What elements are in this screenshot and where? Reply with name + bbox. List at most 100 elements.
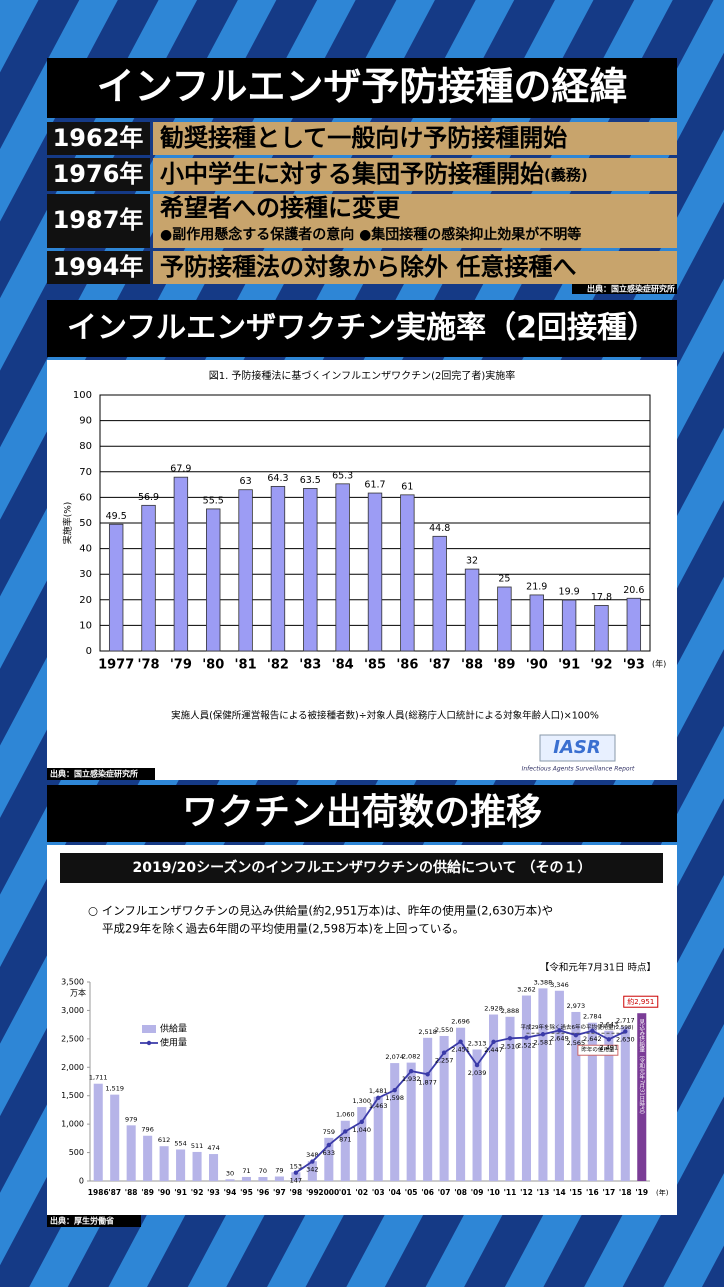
line-marker	[590, 1028, 595, 1033]
source: 出典：厚生労働省	[50, 1216, 114, 1226]
y-axis-label: 実施率(%)	[62, 502, 74, 545]
value-label: 2,696	[451, 1018, 470, 1026]
value-label: 3,346	[550, 981, 569, 989]
bar	[225, 1179, 235, 1181]
value-label: 2,717	[616, 1017, 635, 1025]
value-label: 2,510	[501, 1042, 520, 1050]
value-label: 3,388	[534, 978, 553, 986]
x-tick-label: 2000	[318, 1188, 339, 1197]
year-box	[47, 194, 150, 248]
bar	[303, 488, 318, 652]
value-label: 871	[339, 1135, 351, 1143]
value-label: 63.5	[300, 475, 321, 486]
bar	[464, 568, 480, 652]
year: 1976年	[53, 160, 144, 188]
x-tick-label: '18	[619, 1188, 632, 1197]
bar	[367, 492, 383, 652]
row-box	[153, 158, 677, 191]
bar	[108, 523, 124, 652]
x-tick-label: '79	[170, 658, 192, 673]
source: 出典：国立感染症研究所	[587, 284, 675, 294]
value-label: 1,932	[402, 1075, 421, 1083]
row-suffix: (義務)	[544, 166, 588, 184]
year-box	[47, 158, 150, 191]
line-marker	[524, 1035, 529, 1040]
value-label: 2,522	[517, 1042, 536, 1050]
bar	[238, 489, 253, 652]
bar	[620, 1026, 630, 1181]
value-label: 2,784	[583, 1013, 602, 1021]
value-label: 21.9	[526, 581, 547, 592]
y-tick-label: 80	[79, 441, 92, 452]
x-tick-label: '16	[586, 1188, 599, 1197]
line-marker	[557, 1028, 562, 1033]
logo-box	[539, 734, 616, 762]
bar	[274, 1176, 284, 1181]
x-tick-label: '97	[273, 1188, 286, 1197]
bar	[439, 1036, 449, 1181]
x-tick-label: '09	[471, 1188, 484, 1197]
x-tick-label: '89	[141, 1188, 154, 1197]
bar	[110, 1094, 120, 1181]
value-label: 2,630	[616, 1035, 635, 1043]
bar	[561, 599, 577, 652]
row-main: 小中学生に対する集団予防接種開始	[160, 160, 544, 188]
value-label: 3,262	[517, 986, 536, 994]
bar	[497, 586, 512, 652]
value-label: 65.3	[332, 470, 353, 481]
value-label: 2,973	[567, 1002, 586, 1010]
x-tick-label: 1986	[88, 1188, 109, 1197]
line-marker	[293, 1170, 299, 1175]
value-label: 1,519	[105, 1085, 124, 1093]
value-label: 2,451	[451, 1046, 470, 1054]
x-tick-label: '17	[602, 1188, 615, 1197]
line-marker	[540, 1032, 546, 1037]
y-tick-label: 90	[79, 416, 92, 427]
x-tick-label: '95	[240, 1188, 253, 1197]
year-box	[47, 122, 150, 155]
x-tick-label: '12	[520, 1188, 533, 1197]
x-tick-label: '78	[137, 658, 159, 673]
y-tick-label: 20	[79, 595, 92, 606]
x-tick-label: '88	[125, 1188, 138, 1197]
bar	[554, 990, 564, 1181]
row-text: 小中学生に対する集団予防接種開始(義務)	[160, 160, 588, 188]
value-label: 2,649	[550, 1034, 569, 1042]
x-tick-label: '06	[421, 1188, 434, 1197]
value-label: 2,565	[567, 1039, 586, 1047]
value-label: 2,447	[484, 1046, 503, 1054]
value-label: 1,040	[352, 1126, 371, 1134]
value-label: 32	[466, 556, 478, 567]
line-marker	[310, 1159, 315, 1164]
x-axis-label: (年)	[652, 659, 666, 669]
value-label: 20.6	[623, 585, 644, 596]
value-label: 612	[158, 1136, 170, 1144]
x-tick-label: '10	[487, 1188, 500, 1197]
value-label: 633	[323, 1149, 335, 1157]
y-tick-label: 3,000	[61, 1006, 84, 1015]
value-label: 30	[226, 1169, 234, 1177]
legend-swatch	[146, 1040, 152, 1046]
row-box	[153, 251, 677, 284]
line-marker	[425, 1072, 430, 1077]
y-tick-label: 0	[86, 646, 92, 657]
bar	[529, 594, 544, 652]
line-marker	[392, 1087, 397, 1093]
title-bar	[47, 785, 677, 842]
x-tick-label: '85	[364, 658, 386, 673]
value-label: 44.8	[429, 523, 450, 534]
bar	[270, 485, 286, 652]
bar	[357, 1107, 367, 1181]
bar	[335, 483, 350, 652]
value-label: 25	[498, 574, 510, 585]
logo: IASR	[553, 737, 600, 758]
line-marker	[507, 1036, 513, 1041]
value-label: 2,888	[501, 1007, 520, 1015]
value-label: 348	[306, 1151, 318, 1159]
x-tick-label: '91	[558, 658, 580, 673]
x-tick-label: '01	[339, 1188, 352, 1197]
line-marker	[606, 1037, 612, 1042]
source-box	[47, 768, 155, 780]
x-tick-label: '87	[429, 658, 451, 673]
